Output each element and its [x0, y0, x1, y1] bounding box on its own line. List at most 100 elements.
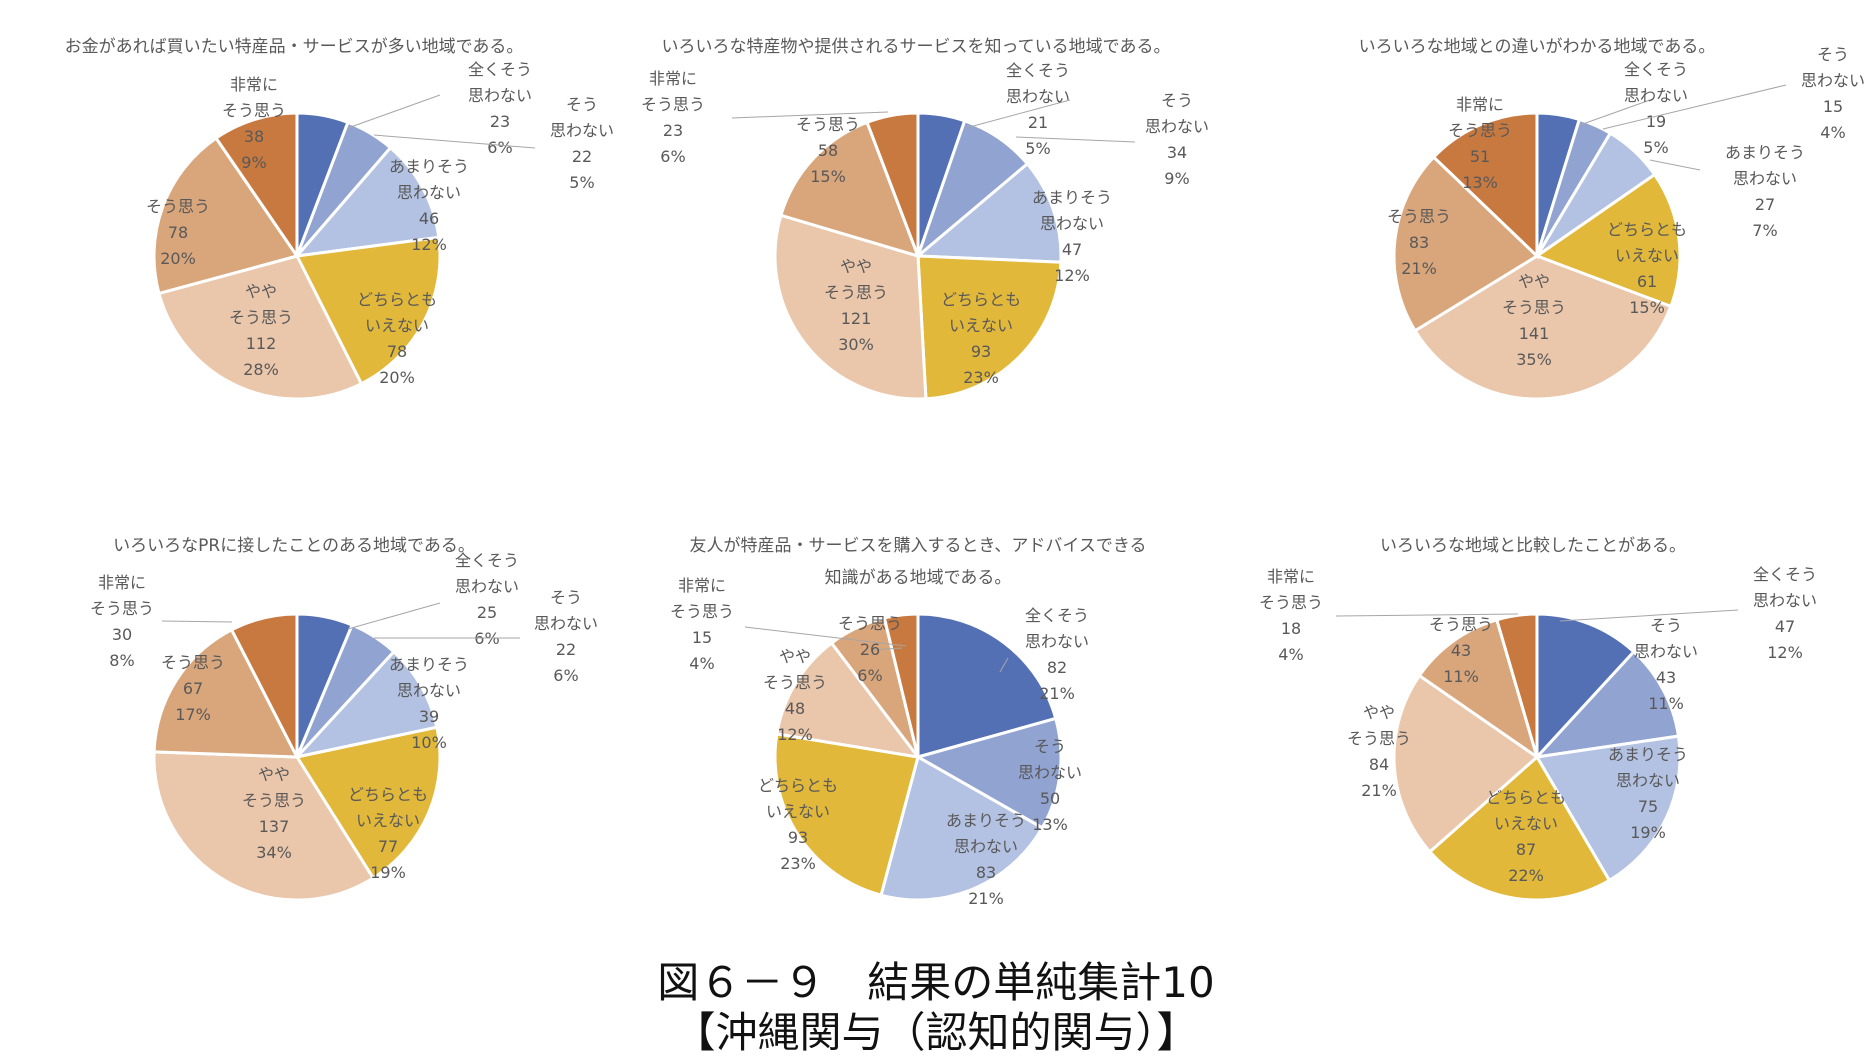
data-label: そう思う 43 11% — [1429, 615, 1493, 686]
data-label: ややそう思う 121 30% — [824, 257, 888, 354]
chart-title: いろいろな地域との違いがわかる地域である。 — [1359, 37, 1716, 57]
data-label: そう思う 83 21% — [1387, 207, 1451, 278]
pie-slice — [1535, 612, 1636, 761]
data-label: どちらともいえない 77 19% — [348, 785, 428, 882]
pie-slice — [152, 136, 300, 296]
pie-slice — [1494, 612, 1539, 758]
caption-line-1: 図６－９ 結果の単純集計10 — [657, 958, 1215, 1007]
data-label: そう思わない 22 5% — [550, 95, 614, 192]
chart-title: いろいろな特産物や提供されるサービスを知っている地域である。 — [662, 37, 1171, 57]
leader-line — [871, 647, 903, 651]
pie-slice — [882, 612, 920, 758]
data-label: そう思う 26 6% — [838, 614, 902, 685]
pie-slice — [229, 612, 299, 758]
pie-slice — [294, 725, 442, 881]
data-label: 非常にそう思う 18 4% — [1259, 567, 1323, 664]
pie-slice — [1392, 673, 1540, 854]
data-label: ややそう思う 137 34% — [242, 765, 306, 862]
data-label: 全くそう思わない 19 5% — [1624, 60, 1688, 157]
pie-slice — [1534, 734, 1682, 883]
data-label: そう思う 67 17% — [161, 653, 225, 724]
leader-line — [731, 111, 889, 119]
data-label: 全くそう思わない 25 6% — [455, 551, 519, 648]
data-label: あまりそう思わない 46 12% — [389, 157, 469, 254]
data-label: ややそう思う 48 12% — [763, 647, 827, 744]
pie-chart-2: いろいろな特産物や提供されるサービスを知っている地域である。全くそう思わない 21… — [641, 37, 1209, 401]
leader-line — [1335, 613, 1519, 617]
leader-line — [161, 620, 233, 623]
leader-line — [1579, 99, 1651, 126]
data-label: どちらともいえない 61 15% — [1607, 220, 1687, 317]
pie-chart-6: いろいろな地域と比較したことがある。全くそう思わない 47 12% そう思わない 43 1… — [1259, 536, 1817, 902]
chart-title: いろいろなPRに接したことのある地域である。 — [113, 536, 475, 556]
pie-charts-area: お金があれば買いたい特産品・サービスが多い地域である。全くそう思わない 23 6% そ… — [65, 37, 1865, 908]
leader-line — [965, 99, 1071, 129]
pie-chart-1: お金があれば買いたい特産品・サービスが多い地域である。全くそう思わない 23 6% そ… — [65, 37, 614, 401]
pie-slice — [292, 649, 439, 760]
data-label: ややそう思う 112 28% — [229, 282, 293, 379]
chart-title: 友人が特産品・サービスを購入するとき、アドバイスできる — [690, 536, 1147, 556]
leader-line — [347, 94, 441, 129]
data-label: そう思わない 22 6% — [534, 588, 598, 685]
pie-slice — [914, 716, 1063, 830]
data-label: 全くそう思わない 23 6% — [468, 60, 532, 157]
leader-line — [347, 602, 441, 630]
pie-slice — [1533, 649, 1681, 760]
data-label: 非常にそう思う 51 13% — [1448, 95, 1512, 192]
data-label: そう思わない 43 11% — [1634, 616, 1698, 713]
pie-chart-5: 友人が特産品・サービスを購入するとき、アドバイスできる知識がある地域である。全く… — [670, 536, 1146, 908]
data-label: そう思わない 15 4% — [1801, 45, 1865, 142]
chart-title: お金があれば買いたい特産品・サービスが多い地域である。 — [65, 37, 524, 57]
pie-chart-3: いろいろな地域との違いがわかる地域である。全くそう思わない 19 5% そう思わない 1… — [1359, 37, 1865, 401]
data-label: ややそう思う 141 35% — [1502, 272, 1566, 369]
pie-slice — [916, 254, 1063, 401]
pie-slice — [773, 732, 920, 897]
pie-slice — [1417, 617, 1540, 761]
leader-line — [744, 626, 907, 647]
leader-line — [1015, 136, 1136, 143]
pie-slice — [775, 640, 922, 760]
data-label: そう思わない 50 13% — [1018, 737, 1082, 834]
data-label: あまりそう思わない 27 7% — [1725, 143, 1805, 240]
pie-slice — [1533, 172, 1682, 309]
leader-line — [1602, 84, 1787, 130]
pie-slice — [1392, 154, 1540, 333]
pie-slice — [152, 750, 376, 902]
pie-slice — [865, 111, 920, 257]
data-label: あまりそう思わない 39 10% — [389, 655, 469, 752]
pie-slice — [1431, 111, 1539, 260]
chart-title: 知識がある地域である。 — [825, 568, 1012, 588]
data-label: そう思う 78 20% — [146, 197, 210, 268]
pie-slice — [773, 213, 928, 401]
data-label: あまりそう思わない 83 21% — [946, 811, 1026, 908]
caption-line-2: 【沖縄関与（認知的関与）】 — [673, 1008, 1199, 1057]
data-label: 非常にそう思う 23 6% — [641, 69, 705, 166]
data-label: 全くそう思わない 47 12% — [1753, 565, 1817, 662]
figure-caption: 図６－９ 結果の単純集計10 【沖縄関与（認知的関与）】 — [0, 958, 1872, 1058]
data-label: ややそう思う 84 21% — [1347, 703, 1411, 800]
data-label: 非常にそう思う 38 9% — [222, 75, 286, 172]
data-label: あまりそう思わない 75 19% — [1608, 745, 1688, 842]
data-label: どちらともいえない 93 23% — [758, 776, 838, 873]
pie-slice — [1427, 754, 1612, 902]
data-label: 全くそう思わない 21 5% — [1006, 61, 1070, 158]
pie-slice — [157, 254, 364, 401]
data-label: どちらともいえない 93 23% — [941, 290, 1021, 387]
pie-slice — [293, 145, 441, 258]
leader-line — [1649, 159, 1701, 171]
pie-slice — [879, 754, 1045, 902]
data-label: 非常にそう思う 15 4% — [670, 576, 734, 673]
pie-slice — [914, 161, 1063, 264]
leader-line — [999, 657, 1009, 673]
chart-title: いろいろな地域と比較したことがある。 — [1380, 536, 1686, 556]
data-label: そう思う 58 15% — [796, 115, 860, 186]
data-label: どちらともいえない 87 22% — [1486, 788, 1566, 885]
data-label: あまりそう思わない 47 12% — [1032, 188, 1112, 285]
pie-slice — [779, 120, 921, 259]
pie-slice — [152, 627, 300, 759]
data-label: どちらともいえない 78 20% — [357, 290, 437, 387]
leader-line — [1559, 609, 1739, 622]
data-label: 非常にそう思う 30 8% — [90, 573, 154, 670]
data-label: 全くそう思わない 82 21% — [1025, 606, 1089, 703]
data-label: そう思わない 34 9% — [1145, 91, 1209, 188]
